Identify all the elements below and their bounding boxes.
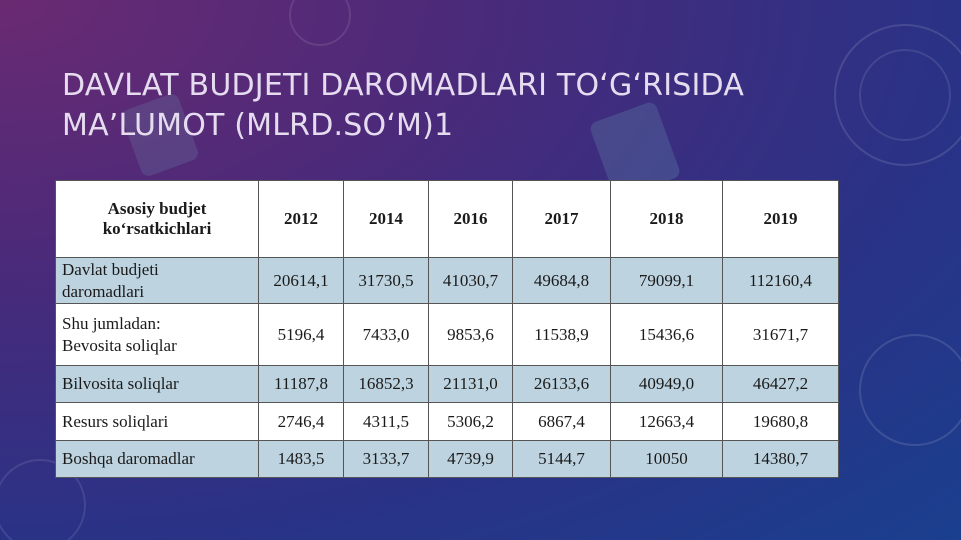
table-row: Shu jumladan: Bevosita soliqlar 5196,4 7433… [55, 303, 839, 366]
value-cell: 11187,8 [258, 365, 344, 403]
row-label-line: Davlat budjeti [62, 259, 159, 279]
year-header: 2018 [610, 180, 723, 258]
value-cell: 46427,2 [722, 365, 839, 403]
value-cell: 5196,4 [258, 303, 344, 366]
year-header: 2014 [343, 180, 429, 258]
value-cell: 5306,2 [428, 402, 513, 441]
year-header: 2017 [512, 180, 611, 258]
year-header: 2016 [428, 180, 513, 258]
value-cell: 12663,4 [610, 402, 723, 441]
value-cell: 4311,5 [343, 402, 429, 441]
row-label: Boshqa daromadlar [55, 440, 259, 478]
header-label-cell: Asosiy budjet ko‘rsatkichlari [55, 180, 259, 258]
value-cell: 5144,7 [512, 440, 611, 478]
value-cell: 26133,6 [512, 365, 611, 403]
value-cell: 9853,6 [428, 303, 513, 366]
row-label-line: Shu jumladan: [62, 313, 161, 333]
row-label: Bilvosita soliqlar [55, 365, 259, 403]
row-label: Resurs soliqlari [55, 402, 259, 441]
row-label-line: daromadlari [62, 281, 145, 301]
row-label-line: Bilvosita soliqlar [62, 374, 179, 393]
value-cell: 11538,9 [512, 303, 611, 366]
value-cell: 15436,6 [610, 303, 723, 366]
value-cell: 79099,1 [610, 257, 723, 304]
value-cell: 19680,8 [722, 402, 839, 441]
value-cell: 21131,0 [428, 365, 513, 403]
table-row: Davlat budjeti daromadlari 20614,1 31730,5 4… [55, 257, 839, 304]
year-header: 2012 [258, 180, 344, 258]
header-label-line: ko‘rsatkichlari [102, 219, 212, 238]
table-row: Bilvosita soliqlar 11187,8 16852,3 21131,0 2… [55, 365, 839, 403]
slide-title: DAVLAT BUDJETI DAROMADLARI TO‘G‘RISIDA M… [62, 68, 745, 143]
row-label-line: Bevosita soliqlar [62, 335, 177, 355]
row-label: Davlat budjeti daromadlari [55, 257, 259, 304]
value-cell: 4739,9 [428, 440, 513, 478]
value-cell: 10050 [610, 440, 723, 478]
value-cell: 16852,3 [343, 365, 429, 403]
row-label-line: Resurs soliqlari [62, 411, 169, 431]
value-cell: 3133,7 [343, 440, 429, 478]
value-cell: 49684,8 [512, 257, 611, 304]
value-cell: 40949,0 [610, 365, 723, 403]
year-header: 2019 [722, 180, 839, 258]
value-cell: 6867,4 [512, 402, 611, 441]
value-cell: 20614,1 [258, 257, 344, 304]
value-cell: 112160,4 [722, 257, 839, 304]
header-label-line: Asosiy budjet [107, 199, 207, 218]
value-cell: 14380,7 [722, 440, 839, 478]
data-table: Asosiy budjet ko‘rsatkichlari 2012 2014 2016… [55, 180, 839, 478]
value-cell: 41030,7 [428, 257, 513, 304]
row-label: Shu jumladan: Bevosita soliqlar [55, 303, 259, 366]
value-cell: 7433,0 [343, 303, 429, 366]
value-cell: 31730,5 [343, 257, 429, 304]
table-row: Boshqa daromadlar 1483,5 3133,7 4739,9 5144,… [55, 440, 839, 478]
value-cell: 31671,7 [722, 303, 839, 366]
value-cell: 2746,4 [258, 402, 344, 441]
value-cell: 1483,5 [258, 440, 344, 478]
table-row: Resurs soliqlari 2746,4 4311,5 5306,2 6867,4… [55, 402, 839, 441]
header-row: Asosiy budjet ko‘rsatkichlari 2012 2014 2016… [55, 180, 839, 258]
row-label-line: Boshqa daromadlar [62, 449, 195, 468]
